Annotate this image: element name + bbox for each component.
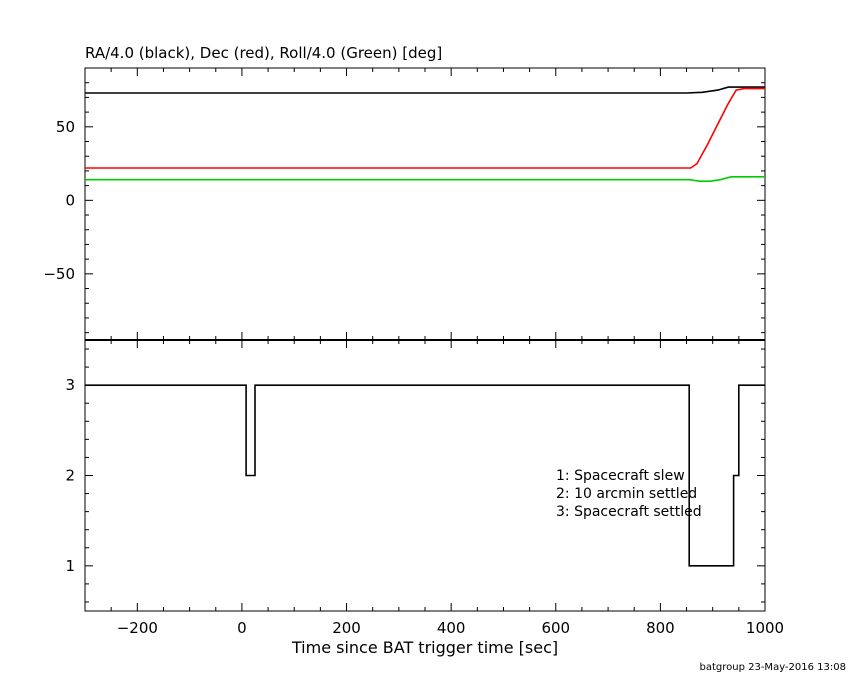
top-ytick-label: 50 [56,118,75,136]
legend-entry-settled: 3: Spacecraft settled [556,504,702,520]
bottom-xtick-label: 600 [541,619,570,637]
settle-status-panel: 1 2 3 −200 0 200 400 600 800 1000 [65,339,784,637]
bottom-ytick-label: 2 [65,467,75,485]
top-series-line-0 [85,86,765,94]
top-ytick-label: −50 [43,265,75,283]
legend-entry-slew: 1: Spacecraft slew [556,468,685,484]
x-axis-label: Time since BAT trigger time [sec] [291,638,559,657]
bottom-xtick-label: 200 [332,619,361,637]
bottom-xtick-label: 0 [237,619,247,637]
attitude-panel: −50 0 50 [43,67,766,341]
bottom-xtick-label: 1000 [746,619,784,637]
legend-entry-10-arcmin: 2: 10 arcmin settled [556,486,698,502]
bottom-xtick-label: −200 [117,619,158,637]
bottom-ytick-label: 1 [65,557,75,575]
top-frame [84,67,766,341]
top-ytick-label: 0 [65,191,75,209]
top-series-line-2 [85,176,765,182]
legend: 1: Spacecraft slew 2: 10 arcmin settled … [556,467,702,521]
footer-credit: batgroup 23-May-2016 13:08 [699,662,846,673]
bottom-xtick-label: 400 [437,619,466,637]
chart-title: RA/4.0 (black), Dec (red), Roll/4.0 (Gre… [85,44,443,62]
top-series-line-1 [85,87,765,169]
bottom-series-line-0 [85,384,765,567]
bottom-xtick-label: 800 [646,619,675,637]
bottom-ytick-label: 3 [65,376,75,394]
